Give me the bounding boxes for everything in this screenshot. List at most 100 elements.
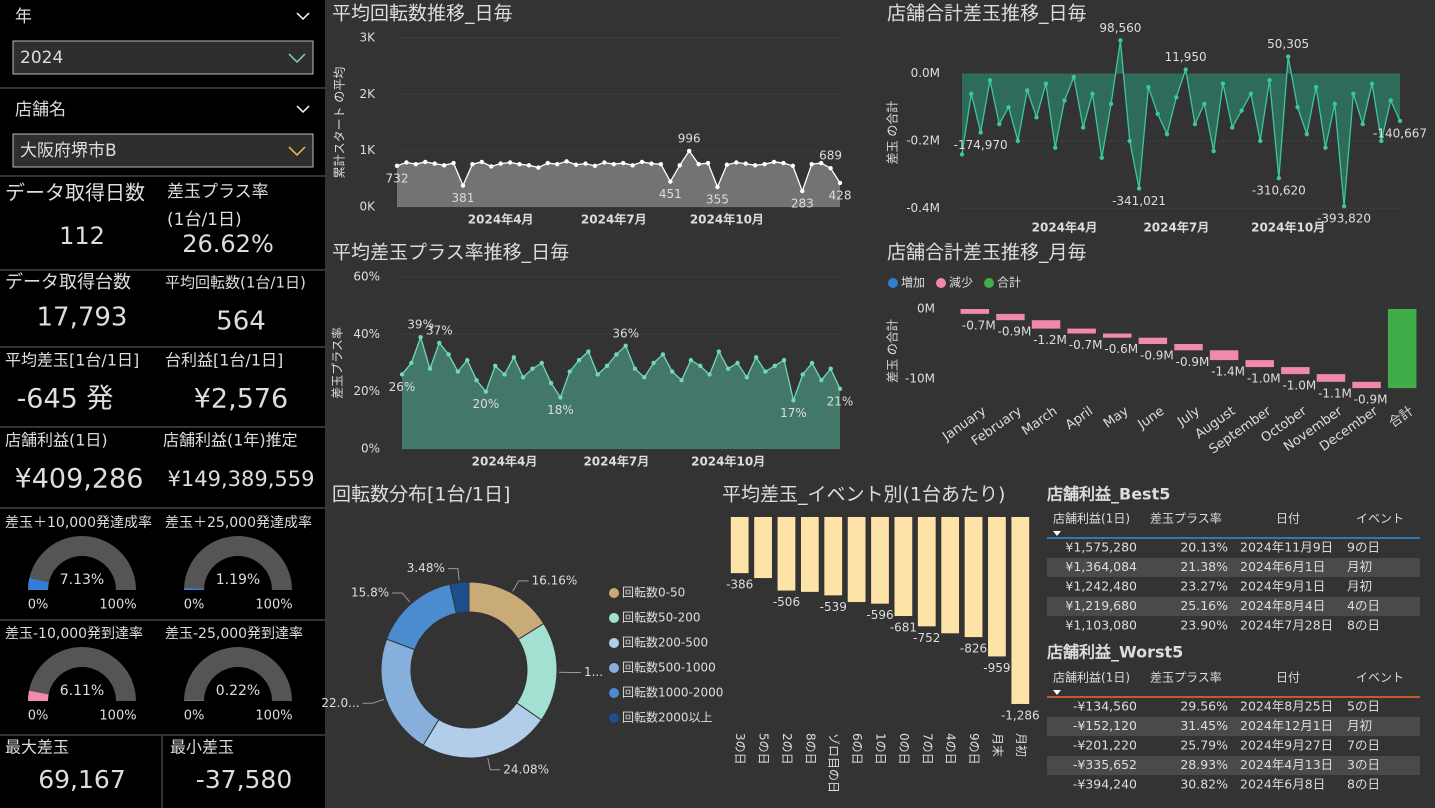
y-tick-label: -0.2M <box>906 133 940 147</box>
table-cell: 2024年9月1日 <box>1240 579 1325 594</box>
data-label: -539 <box>820 600 847 614</box>
bar <box>824 517 843 596</box>
point <box>1304 131 1310 137</box>
point <box>1025 88 1030 93</box>
table-cell: 2024年8月4日 <box>1240 598 1325 613</box>
table-cell: 2024年9月27日 <box>1240 738 1333 753</box>
point <box>632 366 638 371</box>
point <box>1034 115 1039 120</box>
data-label: -341,021 <box>1112 194 1166 208</box>
legend-label: 合計 <box>997 275 1021 290</box>
point <box>670 369 675 374</box>
kpi-value: 564 <box>216 307 266 337</box>
y-tick-label: 0.0M <box>911 66 940 80</box>
column-header[interactable]: 店舗利益(1日) <box>1053 671 1130 685</box>
point <box>809 161 814 167</box>
column-header[interactable]: 日付 <box>1276 512 1300 526</box>
leader-line <box>362 698 385 704</box>
chevron <box>296 12 310 21</box>
column-header[interactable]: 店舗利益(1日) <box>1053 512 1130 526</box>
x-tick-label: 8の日 <box>803 733 817 765</box>
kpi-value: 17,793 <box>37 303 128 333</box>
x-tick-label: 2024年10月 <box>1251 220 1325 235</box>
sort-arrow <box>1053 690 1061 695</box>
x-tick-label: 2024年7月 <box>1143 220 1209 235</box>
dropdown-value: 2024 <box>20 48 63 68</box>
bar <box>1352 381 1381 389</box>
table-cell: 2024年4月13日 <box>1240 757 1333 772</box>
table-cell: -¥394,240 <box>1073 777 1137 792</box>
legend-swatch <box>888 278 898 288</box>
table-cell: 4の日 <box>1347 598 1380 613</box>
kpi-value: ¥149,389,559 <box>168 467 315 491</box>
point <box>987 78 993 83</box>
column-header[interactable]: 日付 <box>1276 671 1300 685</box>
table-cell: 29.56% <box>1180 699 1228 714</box>
point <box>800 188 805 194</box>
gauge-title: 差玉-25,000発到達率 <box>165 626 303 642</box>
point <box>474 378 479 383</box>
data-label: 21% <box>827 394 854 408</box>
point <box>997 121 1002 127</box>
point <box>555 161 560 167</box>
chart-title: 店舗合計差玉推移_月毎 <box>887 242 1087 264</box>
point <box>573 162 579 167</box>
point <box>753 355 759 360</box>
point <box>418 335 423 340</box>
legend-label: 回転数2000以上 <box>622 710 713 725</box>
point <box>1006 105 1011 110</box>
point <box>1360 121 1365 127</box>
point <box>1369 81 1375 86</box>
point <box>583 161 588 166</box>
table-cell: 3の日 <box>1347 757 1380 772</box>
sidebar-dividers <box>0 87 325 808</box>
dropdown[interactable] <box>12 133 314 168</box>
gauge-max: 100% <box>255 709 292 724</box>
column-header[interactable]: 差玉プラス率 <box>1150 512 1222 526</box>
column-header[interactable]: 差玉プラス率 <box>1150 671 1222 685</box>
line <box>961 40 1401 207</box>
legend-label: 回転数1000-2000 <box>622 685 723 700</box>
y-tick-label: 60% <box>353 270 380 284</box>
point <box>660 352 666 357</box>
data-label: -1.2M <box>1033 333 1067 347</box>
column-header[interactable]: イベント <box>1356 512 1404 526</box>
point <box>630 163 635 168</box>
bar <box>1138 337 1168 344</box>
bar <box>1281 367 1310 375</box>
point <box>1043 81 1049 86</box>
y-tick-label: 20% <box>353 384 380 398</box>
point <box>679 378 684 383</box>
point <box>548 380 554 386</box>
dropdown[interactable] <box>12 40 314 75</box>
point <box>809 360 815 366</box>
point <box>413 161 419 167</box>
data-label: -1,286 <box>1001 708 1040 722</box>
point <box>520 375 526 380</box>
table-cell: 8の日 <box>1347 618 1380 633</box>
x-tick-label: 5の日 <box>757 733 771 765</box>
bar <box>1031 320 1061 329</box>
chart-title: 店舗合計差玉推移_日毎 <box>887 3 1087 25</box>
gauge-max: 100% <box>99 598 136 613</box>
bar <box>754 517 772 579</box>
point <box>483 389 489 394</box>
point <box>743 161 748 166</box>
point <box>623 343 628 348</box>
point <box>427 366 433 371</box>
point <box>724 162 730 167</box>
point <box>517 161 522 167</box>
point <box>539 360 544 366</box>
gauge-value <box>28 690 49 701</box>
point <box>451 160 456 166</box>
x-tick-label: 2024年10月 <box>691 454 765 469</box>
point <box>409 360 414 366</box>
point <box>1146 84 1151 90</box>
point <box>1127 138 1132 144</box>
column-header[interactable]: イベント <box>1356 671 1404 685</box>
extreme-value: 69,167 <box>38 765 125 794</box>
data-label: -1.1M <box>1318 386 1352 400</box>
data-label: -1.0M <box>1247 372 1281 386</box>
point <box>781 160 786 166</box>
point <box>404 160 409 165</box>
